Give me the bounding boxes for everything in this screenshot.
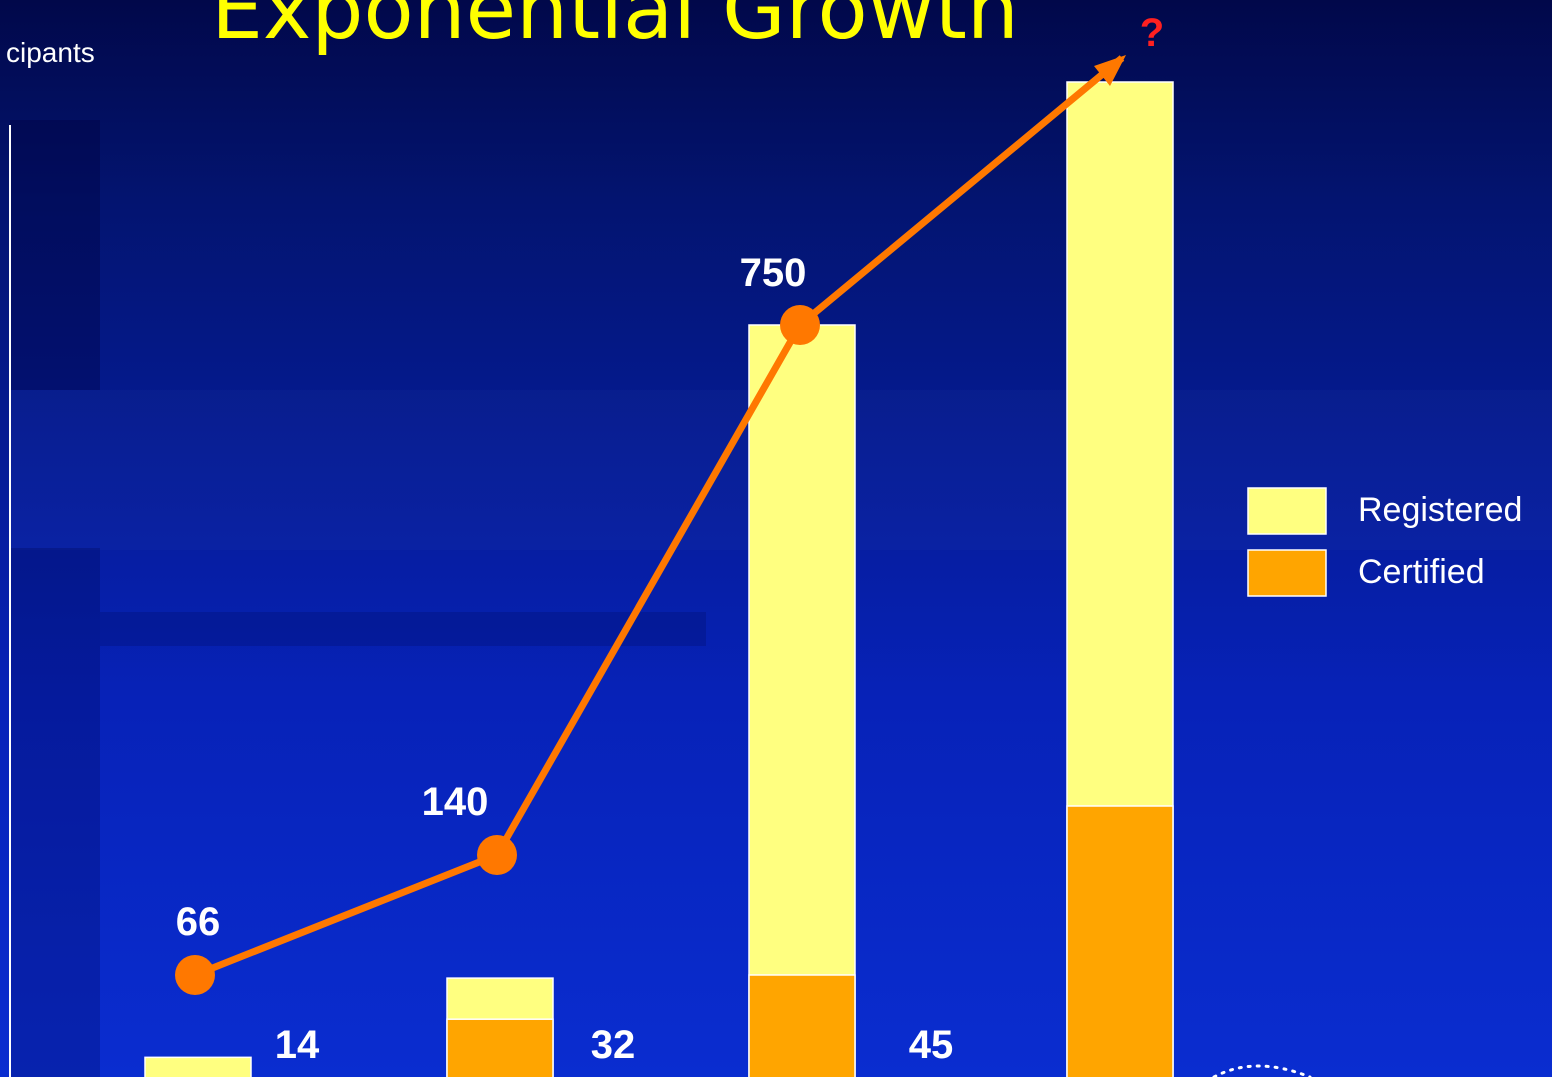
legend-label: Certified [1358,553,1485,591]
trend-end-label: ? [1140,11,1164,55]
data-label-registered: 750 [740,251,807,295]
bar-certified [748,974,856,1077]
bar-certified [446,1018,554,1077]
trend-arrowhead [1094,55,1126,86]
trend-point [175,955,215,995]
data-label-certified: 32 [591,1023,636,1067]
legend-label: Registered [1358,491,1522,529]
y-axis-label: cipants [6,37,95,68]
legend-swatch [1247,487,1327,535]
trend-line [193,55,1125,979]
legend: Registered Certified [1247,487,1522,597]
slide-title: Exponential Growth [211,0,1019,58]
trend-point [780,305,820,345]
trend-point [477,835,517,875]
background-band [10,548,100,1077]
data-label-certified: 45 [909,1023,954,1067]
background-band [100,612,706,646]
data-label-registered: 140 [422,780,489,824]
data-label-certified: 14 [275,1023,320,1067]
bar-registered [144,1056,252,1077]
bar-certified [1066,805,1174,1077]
bar-registered [748,324,856,1077]
background-band [10,120,100,390]
data-label-registered: 66 [176,900,221,944]
dotted-circle-fragment [1212,1064,1312,1077]
legend-swatch [1247,549,1327,597]
